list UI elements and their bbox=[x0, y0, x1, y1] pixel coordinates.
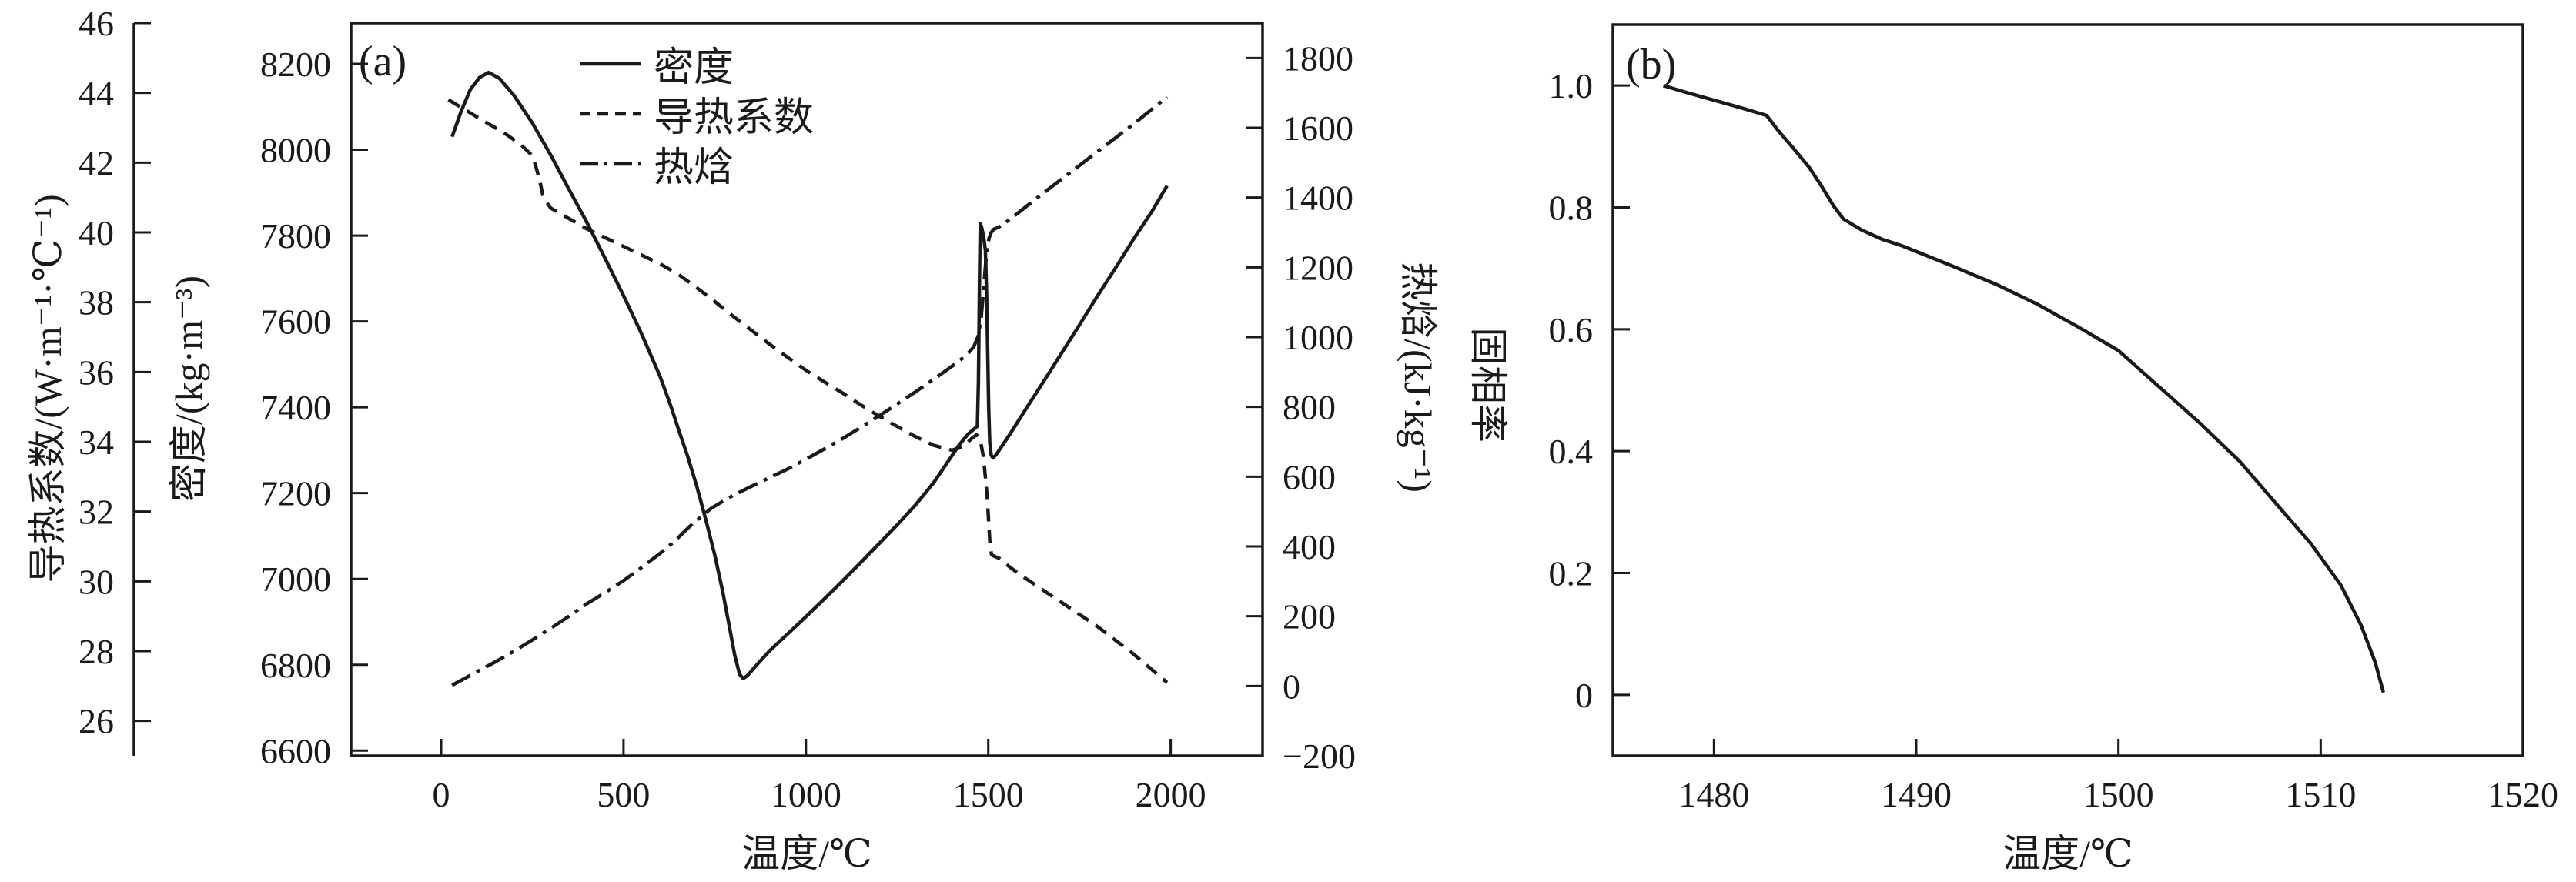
conductivity-tick-label: 26 bbox=[79, 702, 114, 741]
solid-fraction-tick-label: 0.2 bbox=[1549, 554, 1594, 593]
density-tick-label: 6600 bbox=[260, 731, 331, 770]
legend-item-conductivity: 导热系数 bbox=[580, 89, 814, 140]
curve-conductivity bbox=[447, 98, 1169, 684]
panel-a-x-tick-label: 1000 bbox=[771, 775, 841, 814]
solid-fraction-tick-label: 1.0 bbox=[1549, 66, 1594, 105]
legend-label-density: 密度 bbox=[654, 46, 734, 90]
solid-fraction-tick-label: 0 bbox=[1575, 676, 1593, 715]
panel-a-x-axis-title: 温度/℃ bbox=[741, 832, 872, 875]
panel-a-x-tick-label: 0 bbox=[433, 775, 450, 814]
conductivity-tick-label: 40 bbox=[79, 213, 114, 252]
density-tick-label: 6800 bbox=[260, 646, 331, 685]
enthalpy-tick-label: 1800 bbox=[1283, 38, 1353, 78]
panel-b-x-tick-label: 1490 bbox=[1881, 775, 1952, 814]
conductivity-tick-label: 34 bbox=[79, 423, 114, 462]
enthalpy-tick-label: 1000 bbox=[1283, 318, 1353, 357]
solid-fraction-axis-title: 固相率 bbox=[1467, 327, 1510, 443]
panel-b-x-tick-label: 1480 bbox=[1678, 775, 1749, 814]
enthalpy-tick-label: 1200 bbox=[1283, 248, 1353, 287]
density-tick-label: 7800 bbox=[260, 216, 331, 256]
enthalpy-tick-label: 400 bbox=[1283, 527, 1336, 566]
density-tick-label: 7400 bbox=[260, 388, 331, 427]
density-tick-label: 7200 bbox=[260, 474, 331, 513]
panel-b-tag: (b) bbox=[1626, 41, 1677, 89]
legend: 密度 导热系数 热焓 bbox=[580, 38, 814, 190]
conductivity-tick-label: 28 bbox=[79, 632, 114, 671]
curve-enthalpy bbox=[451, 95, 1169, 687]
enthalpy-tick-label: 0 bbox=[1283, 667, 1300, 706]
panel-a-tag: (a) bbox=[359, 38, 407, 85]
enthalpy-tick-label: 800 bbox=[1283, 388, 1336, 427]
density-axis-title: 密度/(kg·m⁻³) bbox=[167, 275, 210, 503]
enthalpy-tick-label: 1600 bbox=[1283, 109, 1353, 148]
enthalpy-tick-label: 200 bbox=[1283, 597, 1336, 636]
legend-label-conductivity: 导热系数 bbox=[654, 96, 815, 140]
conductivity-tick-label: 30 bbox=[79, 562, 114, 601]
conductivity-axis-title: 导热系数/(W·m⁻¹·℃⁻¹) bbox=[26, 194, 69, 583]
enthalpy-axis-title: 热焓/(kJ·kg⁻¹) bbox=[1397, 262, 1440, 493]
density-tick-label: 8000 bbox=[260, 131, 331, 170]
panel-b-x-axis-title: 温度/℃ bbox=[2002, 832, 2133, 875]
enthalpy-tick-label: 600 bbox=[1283, 457, 1336, 496]
conductivity-tick-label: 44 bbox=[79, 74, 114, 113]
legend-label-enthalpy: 热焓 bbox=[654, 146, 734, 190]
curve-density bbox=[450, 70, 1169, 680]
legend-line-dashed-icon bbox=[580, 112, 641, 115]
conductivity-tick-label: 42 bbox=[79, 143, 114, 182]
conductivity-tick-label: 36 bbox=[79, 352, 114, 392]
enthalpy-tick-label: 1400 bbox=[1283, 179, 1353, 218]
solid-fraction-tick-label: 0.8 bbox=[1549, 189, 1594, 228]
density-tick-label: 7000 bbox=[260, 560, 331, 599]
legend-line-solid-icon bbox=[580, 62, 641, 65]
density-tick-label: 7600 bbox=[260, 302, 331, 342]
conductivity-tick-label: 46 bbox=[79, 4, 114, 43]
panel-b-x-tick-label: 1500 bbox=[2083, 775, 2154, 814]
panel-a-x-tick-label: 1500 bbox=[953, 775, 1024, 814]
density-tick-label: 8200 bbox=[260, 45, 331, 84]
panel-b-frame bbox=[1611, 23, 2524, 757]
panel-b-x-tick-label: 1510 bbox=[2285, 775, 2356, 814]
panel-a-x-tick-label: 2000 bbox=[1136, 775, 1206, 814]
legend-line-dashdot-icon bbox=[580, 162, 641, 165]
panel-a-x-tick-label: 500 bbox=[597, 775, 650, 814]
panel-b-x-tick-label: 1520 bbox=[2487, 775, 2558, 814]
legend-item-enthalpy: 热焓 bbox=[580, 139, 814, 190]
conductivity-tick-label: 38 bbox=[79, 283, 114, 322]
solid-fraction-tick-label: 0.4 bbox=[1549, 432, 1594, 471]
curve-solid-fraction bbox=[1663, 84, 2385, 693]
solid-fraction-tick-label: 0.6 bbox=[1549, 310, 1594, 349]
legend-item-density: 密度 bbox=[580, 38, 814, 90]
enthalpy-tick-label: −200 bbox=[1283, 737, 1356, 776]
conductivity-tick-label: 32 bbox=[79, 493, 114, 532]
